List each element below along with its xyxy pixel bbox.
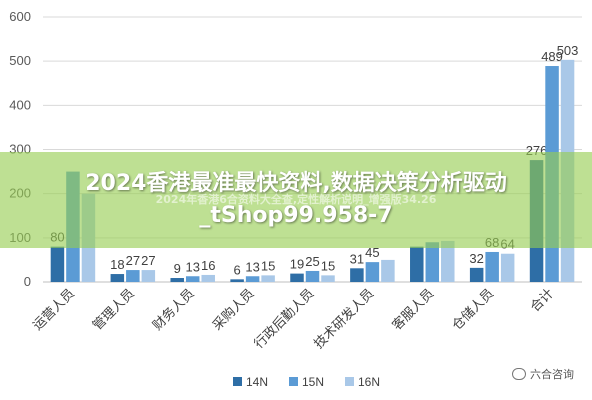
data-label: 13 [245,259,259,274]
x-tick-label: 行政后勤人员 [252,286,318,352]
x-tick-label: 技术研发人员 [311,286,377,352]
legend-label: 15N [302,375,324,389]
bar-16n [381,259,395,282]
bar-15n [185,276,200,282]
x-tick-label: 采购人员 [209,286,257,334]
data-label: 13 [185,259,199,274]
x-tick-label: 客服人员 [389,286,437,334]
bar-16n [441,240,455,282]
bar-15n [425,242,440,282]
bar-15n [305,270,320,282]
bar-16n [201,274,215,282]
legend-swatch [345,377,354,386]
x-tick-label: 仓储人员 [450,286,497,333]
data-label: 18 [110,257,124,272]
bar-16n [141,270,156,282]
bar-14n [230,279,244,282]
data-label: 16 [201,258,215,273]
overlay-subtitle: 2024年香港6合资料大全查,定性解析说明_增强版34.26 [155,193,437,206]
bar-16n [261,275,275,282]
bar-15n [245,276,260,282]
data-label: 6 [233,262,240,277]
x-tick-label: 运营人员 [30,286,77,333]
legend-swatch [289,377,298,386]
legend-label: 16N [358,375,380,389]
x-tick-label: 管理人员 [90,286,137,333]
y-tick-label: 500 [9,53,31,68]
data-label: 45 [365,245,379,260]
bar-14n [170,278,184,282]
data-label: 32 [469,251,483,266]
data-label: 31 [350,251,364,266]
legend-label: 14N [246,375,268,389]
y-tick-label: 400 [9,97,31,112]
wechat-icon [512,368,526,380]
data-label: 27 [141,253,155,268]
data-label: 15 [261,258,275,273]
bar-16n [321,275,335,282]
data-label: 25 [305,254,319,269]
watermark-text: 六合咨询 [530,368,574,381]
bar-15n [126,270,140,282]
y-tick-label: 0 [24,274,31,289]
bar-14n [110,274,125,282]
bar-15n [365,262,380,282]
data-label: 503 [557,43,579,58]
bar-14n [50,246,65,282]
bar-14n [350,268,364,282]
overlay-banner [0,152,592,248]
bar-15n [485,251,499,282]
data-label: 19 [290,257,304,272]
data-label: 15 [321,258,335,273]
bar-14n [410,246,424,282]
data-label: 9 [174,261,181,276]
bar-14n [290,273,304,282]
data-label: 27 [126,253,140,268]
bar-16n [500,253,515,282]
legend-swatch [233,377,242,386]
data-label: 489 [541,49,563,64]
x-tick-label: 财务人员 [149,286,197,334]
y-tick-label: 600 [9,9,31,24]
overlay-title: 2024香港最准最快资料,数据决策分析驱动_tShop99.958-7 [85,171,507,228]
x-tick-label: 合计 [528,286,557,315]
watermark: 六合咨询 [512,366,574,382]
bar-14n [469,267,484,282]
